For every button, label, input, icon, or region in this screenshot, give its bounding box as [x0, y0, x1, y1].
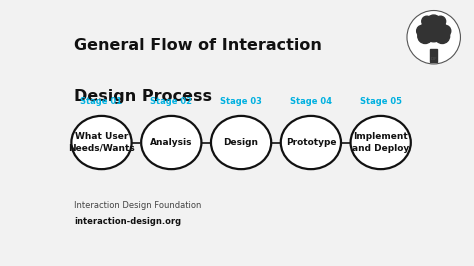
Ellipse shape	[72, 116, 132, 169]
Circle shape	[422, 20, 437, 34]
Circle shape	[407, 10, 460, 64]
Text: What User
Needs/Wants: What User Needs/Wants	[68, 132, 135, 153]
Ellipse shape	[141, 116, 201, 169]
Text: General Flow of Interaction: General Flow of Interaction	[74, 38, 322, 53]
Polygon shape	[430, 49, 437, 62]
Text: IDF: IDF	[430, 57, 437, 61]
Circle shape	[417, 25, 428, 37]
Ellipse shape	[211, 116, 271, 169]
Text: Stage 02: Stage 02	[150, 97, 192, 106]
Text: Stage 03: Stage 03	[220, 97, 262, 106]
Text: Interaction Design Foundation: Interaction Design Foundation	[74, 201, 201, 210]
Circle shape	[418, 29, 433, 44]
Circle shape	[422, 16, 432, 26]
Circle shape	[426, 15, 441, 30]
Text: Stage 04: Stage 04	[290, 97, 332, 106]
Text: interaction-design.org: interaction-design.org	[74, 218, 181, 227]
Circle shape	[439, 25, 451, 37]
Text: Design Process: Design Process	[74, 89, 212, 104]
Text: Stage 05: Stage 05	[360, 97, 401, 106]
Circle shape	[435, 29, 450, 44]
Text: Design: Design	[224, 138, 259, 147]
Ellipse shape	[351, 116, 411, 169]
Text: Implement
and Deploy: Implement and Deploy	[352, 132, 410, 153]
Text: Analysis: Analysis	[150, 138, 192, 147]
Text: Prototype: Prototype	[286, 138, 336, 147]
Circle shape	[431, 20, 446, 34]
Circle shape	[436, 16, 446, 26]
Text: Stage 01: Stage 01	[81, 97, 122, 106]
Ellipse shape	[281, 116, 341, 169]
Circle shape	[423, 21, 444, 42]
